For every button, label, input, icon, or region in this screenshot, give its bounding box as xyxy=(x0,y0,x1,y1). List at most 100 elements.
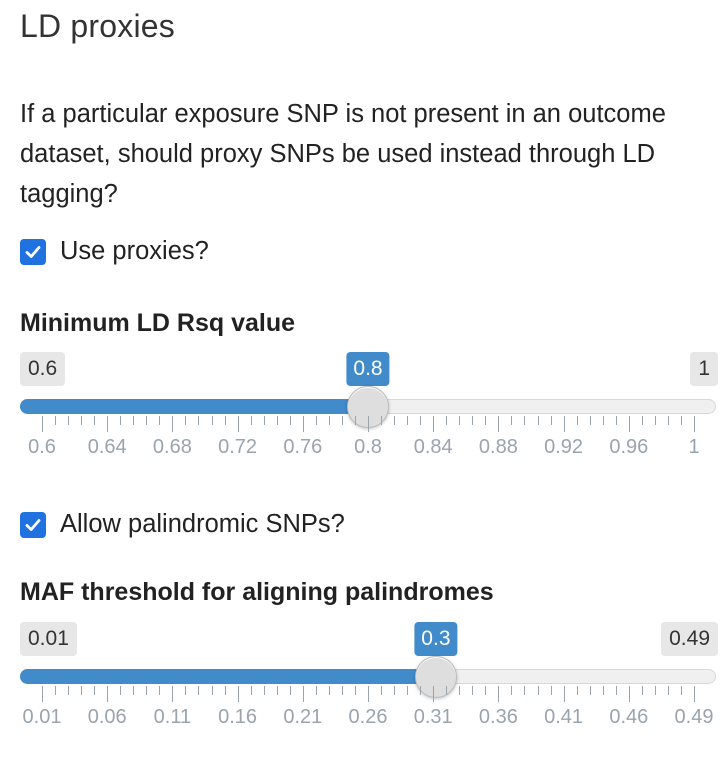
tick-minor xyxy=(524,686,526,695)
tick-minor xyxy=(159,686,161,695)
tick-major xyxy=(107,686,109,702)
tick-minor xyxy=(263,416,265,425)
tick-minor xyxy=(224,416,226,425)
tick-minor xyxy=(446,686,448,695)
tick-minor xyxy=(550,416,552,425)
slider-fill xyxy=(20,399,368,414)
tick-minor xyxy=(276,416,278,425)
ld-rsq-slider[interactable]: 0.6 1 0.8 0.6 0.64 0.68 0.72 0.76 0.8 0.84 0.88… xyxy=(20,352,718,462)
slider-ticks: 0.01 0.06 0.11 0.16 0.21 0.26 0.31 0.36 0.41 0.46… xyxy=(20,686,718,732)
tick-minor xyxy=(459,686,461,695)
tick-major xyxy=(302,686,304,702)
tick-minor xyxy=(250,416,252,425)
tick-minor xyxy=(485,686,487,695)
tick-minor xyxy=(120,686,122,695)
tick-minor xyxy=(354,686,356,695)
tick-minor xyxy=(81,686,83,695)
tick-major xyxy=(172,416,174,432)
tick-minor xyxy=(381,416,383,425)
tick-minor xyxy=(120,416,122,425)
tick-minor xyxy=(354,416,356,425)
allow-palindromic-checkbox[interactable] xyxy=(20,511,46,538)
tick-minor xyxy=(615,416,617,425)
tick-minor xyxy=(511,416,513,425)
tick-minor xyxy=(446,416,448,425)
tick-minor xyxy=(159,416,161,425)
tick-minor xyxy=(602,416,604,425)
tick-minor xyxy=(472,686,474,695)
tick-minor xyxy=(602,686,604,695)
tick-minor xyxy=(224,686,226,695)
slider-handle[interactable] xyxy=(414,656,457,698)
tick-major xyxy=(563,416,565,432)
maf-threshold-slider[interactable]: 0.01 0.49 0.3 0.01 0.06 0.11 0.16 0.21 0.26 0.… xyxy=(20,622,718,732)
tick-label: 0.76 xyxy=(283,436,323,458)
tick-minor xyxy=(55,416,57,425)
tick-minor xyxy=(589,416,591,425)
tick-major xyxy=(563,686,565,702)
tick-label: 0.31 xyxy=(413,706,453,728)
checkmark-icon xyxy=(25,518,41,531)
tick-minor xyxy=(407,686,409,695)
tick-minor xyxy=(641,416,643,425)
tick-major xyxy=(172,686,174,702)
slider-min-label: 0.01 xyxy=(20,622,77,656)
tick-label: 0.16 xyxy=(218,706,258,728)
tick-major xyxy=(433,416,435,432)
slider-fill xyxy=(20,669,436,684)
tick-minor xyxy=(537,686,539,695)
slider-value-label: 0.3 xyxy=(414,622,458,656)
use-proxies-checkbox[interactable] xyxy=(20,238,46,265)
tick-label: 0.36 xyxy=(478,706,518,728)
slider-max-label: 0.49 xyxy=(661,622,718,656)
tick-major xyxy=(42,416,43,432)
tick-label: 0.88 xyxy=(478,436,518,458)
tick-major xyxy=(628,416,630,432)
tick-label: 0.68 xyxy=(152,436,192,458)
checkmark-icon xyxy=(25,245,41,258)
tick-label: 1 xyxy=(688,436,700,458)
tick-major xyxy=(42,686,43,702)
tick-minor xyxy=(680,686,682,695)
tick-label: 0.8 xyxy=(354,436,382,458)
ld-slider-label: Minimum LD Rsq value xyxy=(20,309,296,337)
tick-major xyxy=(237,416,239,432)
tick-minor xyxy=(576,686,578,695)
tick-minor xyxy=(472,416,474,425)
tick-minor xyxy=(341,686,343,695)
tick-label: 0.64 xyxy=(87,436,127,458)
maf-slider-label: MAF threshold for aligning palindromes xyxy=(20,578,494,606)
slider-ticks: 0.6 0.64 0.68 0.72 0.76 0.8 0.84 0.88 0.92 0.96 1 xyxy=(20,416,718,462)
tick-minor xyxy=(537,416,539,425)
tick-minor xyxy=(81,416,83,425)
tick-label: 0.06 xyxy=(87,706,127,728)
tick-minor xyxy=(133,416,135,425)
tick-minor xyxy=(511,686,513,695)
tick-minor xyxy=(315,686,317,695)
tick-minor xyxy=(524,416,526,425)
tick-label: 0.21 xyxy=(283,706,323,728)
tick-label: 0.84 xyxy=(413,436,453,458)
tick-minor xyxy=(94,686,96,695)
tick-minor xyxy=(407,416,409,425)
tick-minor xyxy=(133,686,135,695)
tick-minor xyxy=(459,416,461,425)
tick-minor xyxy=(68,686,70,695)
tick-minor xyxy=(55,686,57,695)
section-description: If a particular exposure SNP is not pres… xyxy=(20,100,666,208)
slider-min-label: 0.6 xyxy=(20,352,66,386)
tick-minor xyxy=(615,686,617,695)
tick-minor xyxy=(289,416,291,425)
allow-palindromic-checkbox-row[interactable]: Allow palindromic SNPs? xyxy=(20,510,345,539)
tick-minor xyxy=(94,416,96,425)
tick-label: 0.41 xyxy=(544,706,584,728)
tick-label: 0.92 xyxy=(544,436,584,458)
tick-minor xyxy=(654,416,656,425)
use-proxies-label: Use proxies? xyxy=(60,237,209,265)
tick-major xyxy=(694,686,695,702)
tick-minor xyxy=(146,416,148,425)
tick-minor xyxy=(185,416,187,425)
use-proxies-checkbox-row[interactable]: Use proxies? xyxy=(20,237,209,266)
section-title: LD proxies xyxy=(20,8,175,44)
tick-label: 0.01 xyxy=(22,706,62,728)
